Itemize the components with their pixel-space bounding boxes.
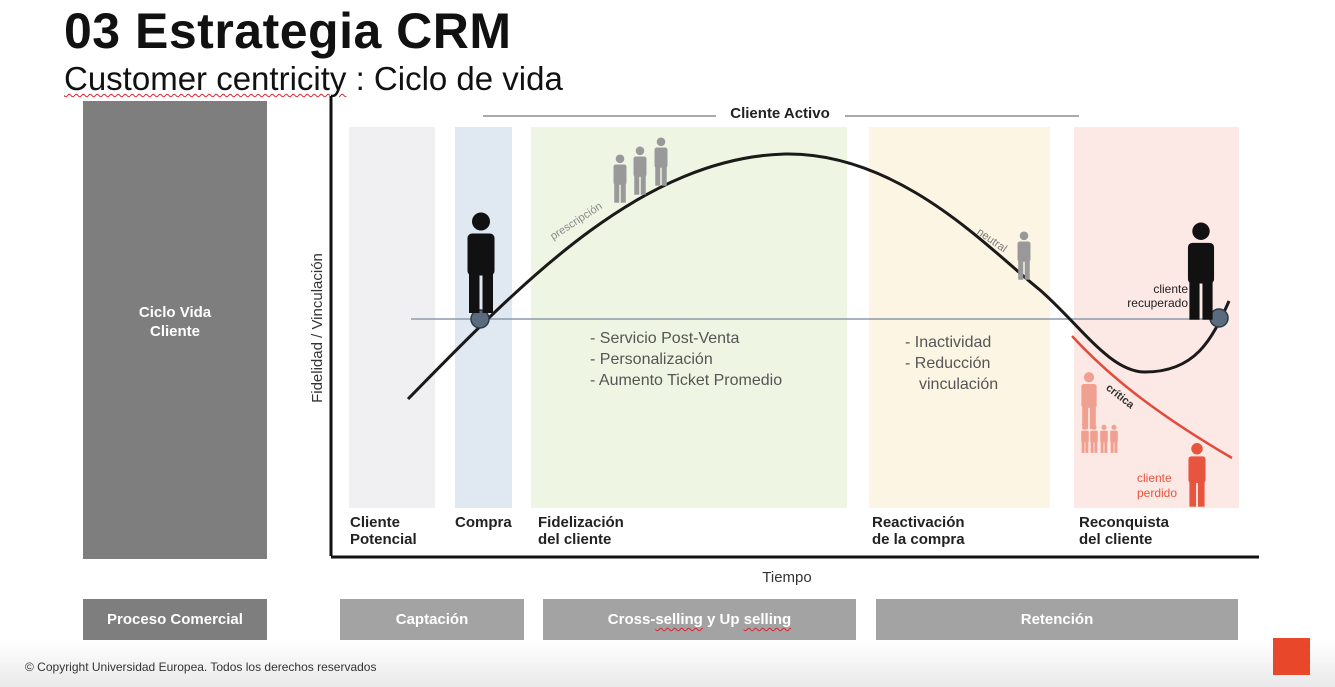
- reactivacion-item-1: - Inactividad: [905, 334, 991, 351]
- reactivacion-item-2: - Reducción: [905, 355, 990, 372]
- stage-bg-potencial: [349, 127, 435, 508]
- recuperado-label-1: cliente: [1153, 282, 1188, 296]
- footer-band: [0, 641, 1335, 687]
- stage-label-reactivacion-2: de la compra: [872, 531, 965, 548]
- cross-mid: y: [702, 611, 720, 628]
- proceso-comercial-box: Proceso Comercial: [83, 599, 267, 640]
- captacion-label: Captación: [395, 611, 469, 628]
- stage-label-fidelizacion-1: Fidelización: [538, 514, 624, 531]
- stage-bg-reactivacion: [869, 127, 1050, 508]
- cross-word-selling: selling: [655, 611, 703, 628]
- purchase-marker: [470, 309, 490, 329]
- cross-prefix: Cross-: [607, 611, 656, 628]
- retencion-box: Retención: [876, 599, 1238, 640]
- axis-y-label: Fidelidad / Vinculación: [309, 253, 326, 403]
- brand-logo-square: [1273, 638, 1310, 675]
- active-label: Cliente Activo: [730, 105, 829, 122]
- stage-bg-fidelizacion: [531, 127, 847, 508]
- slide-subtitle: Customer centricity : Ciclo de vida: [64, 60, 563, 98]
- stage-label-reactivacion-1: Reactivación: [872, 514, 965, 531]
- fidelizacion-item-1: - Servicio Post-Venta: [590, 330, 740, 347]
- lifecycle-curve: [406, 152, 1231, 401]
- stage-label-compra: Compra: [455, 514, 512, 531]
- fidelizacion-item-2: - Personalización: [590, 351, 713, 368]
- lost-curve: [1071, 335, 1233, 460]
- stage-label-potencial-1: Cliente: [350, 514, 400, 531]
- cross-word-selling-2: selling: [743, 611, 792, 628]
- subtitle-suffix: : Ciclo de vida: [346, 60, 563, 97]
- retencion-label: Retención: [1020, 611, 1094, 628]
- proceso-comercial-label: Proceso Comercial: [107, 611, 243, 628]
- subtitle-prefix: Customer centricity: [64, 60, 347, 97]
- ciclo-vida-panel: Ciclo Vida Cliente: [83, 101, 267, 559]
- stage-label-reconquista-1: Reconquista: [1079, 514, 1170, 531]
- slide-title: 03 Estrategia CRM: [64, 3, 512, 59]
- perdido-label-1: cliente: [1137, 471, 1172, 485]
- axis-x-label: Tiempo: [762, 569, 811, 586]
- stage-label-potencial-2: Potencial: [350, 531, 417, 548]
- ciclo-vida-label: Ciclo Vida Cliente: [138, 304, 212, 340]
- stage-label-reconquista-2: del cliente: [1079, 531, 1152, 548]
- copyright-text: © Copyright Universidad Europea. Todos l…: [25, 660, 377, 674]
- cross-selling-label: Cross-selling y Up selling: [608, 611, 791, 628]
- perdido-label-2: perdido: [1137, 486, 1177, 500]
- cross-word-up: Up: [719, 611, 740, 628]
- recuperado-label-2: recuperado: [1127, 296, 1188, 310]
- captacion-box: Captación: [340, 599, 524, 640]
- fidelizacion-item-3: - Aumento Ticket Promedio: [590, 372, 782, 389]
- stage-label-fidelizacion-2: del cliente: [538, 531, 611, 548]
- reactivacion-item-3: vinculación: [919, 376, 998, 393]
- recovered-marker: [1209, 308, 1229, 328]
- cross-selling-box: Cross-selling y Up selling: [543, 599, 856, 640]
